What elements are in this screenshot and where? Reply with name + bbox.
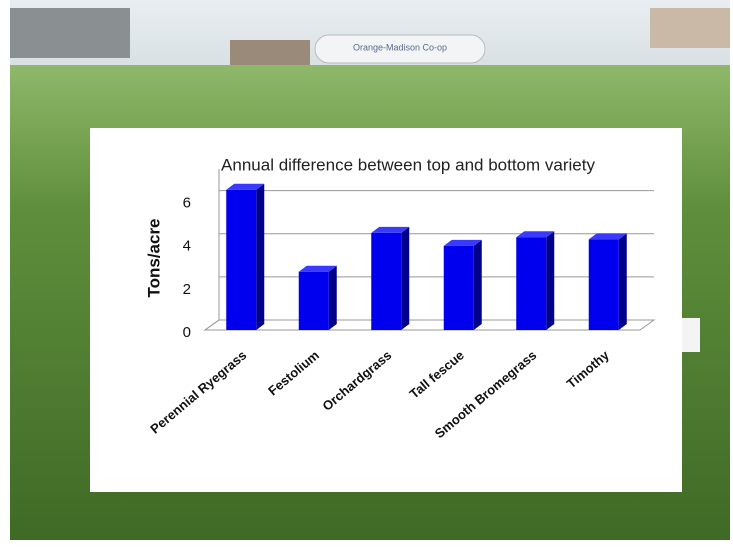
bar-front [443,245,474,330]
y-axis-label: Tons/acre [144,218,163,297]
bar-top [588,233,627,240]
y-tick-label: 6 [183,195,191,212]
bar-top [516,231,555,238]
barn [10,8,130,58]
y-tick-label: 2 [183,281,191,298]
bar [371,226,410,330]
sign-post [680,318,700,352]
bar-side [473,239,482,330]
bar-top [298,265,337,272]
bar [516,231,555,330]
bar [588,233,627,330]
y-tick-label: 0 [183,324,191,341]
chart-title: Annual difference between top and bottom… [221,155,595,174]
axis-line [204,319,220,331]
bar-top [371,226,410,233]
bar-front [371,232,402,330]
bar-top [443,239,482,246]
tank [314,34,486,64]
bar-side [256,183,265,330]
bar-side [546,231,555,330]
bar-front [516,237,547,330]
bar-front [226,189,257,330]
bar-top [226,183,265,190]
bar-side [618,233,627,330]
bar-front [298,271,329,330]
bar [298,265,337,330]
tank-sign: Orange-Madison Co-op [353,42,447,52]
bar [226,183,265,330]
y-tick-label: 4 [183,238,191,255]
bar-side [328,265,337,330]
bar-side [401,226,410,330]
bar-front [588,239,619,330]
floor [203,319,656,331]
building [650,8,730,48]
building [230,40,310,65]
bar [443,239,482,330]
